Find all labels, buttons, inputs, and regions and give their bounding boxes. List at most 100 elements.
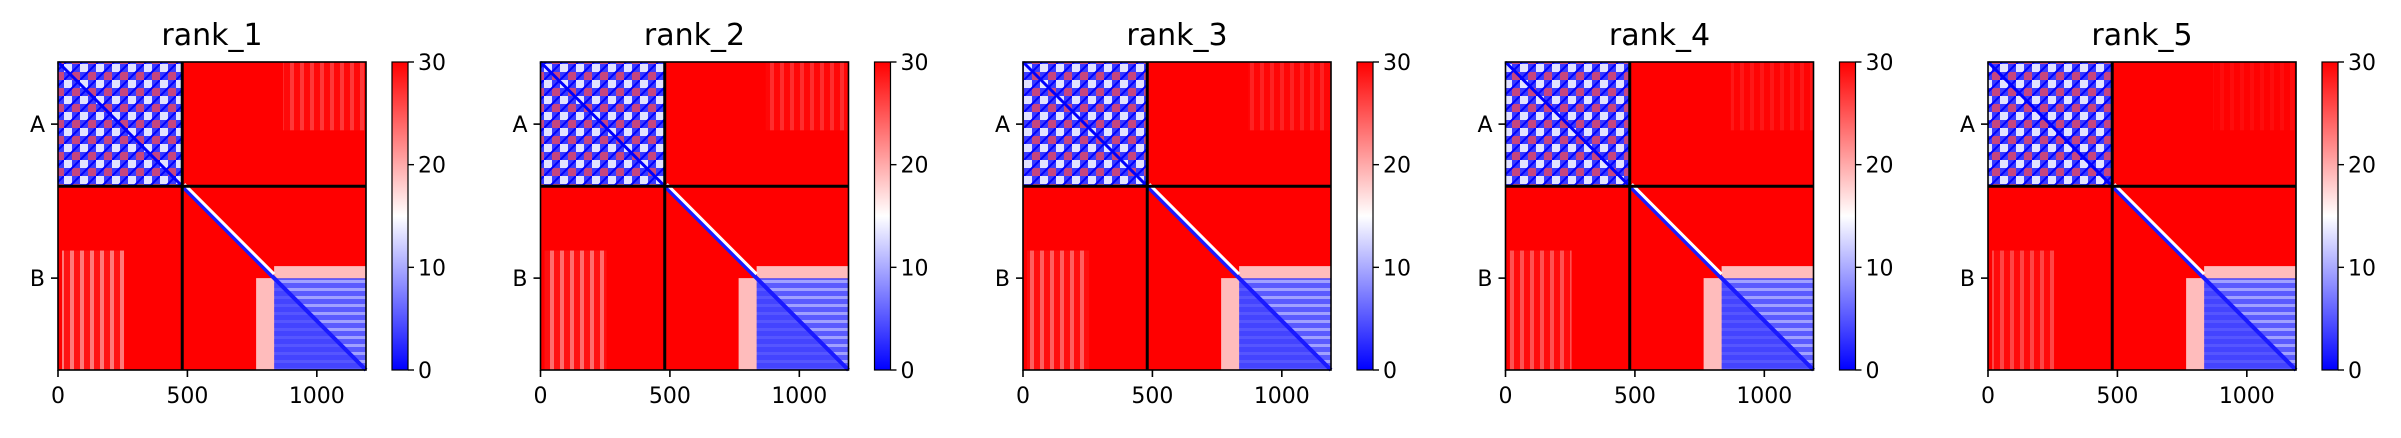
chain-label: A	[1960, 113, 1975, 138]
colorbar-frame	[1356, 61, 1374, 371]
heatmap-diagonal-a	[56, 60, 184, 188]
colorbar-frame	[391, 61, 409, 371]
pae-panel: rank_5 0 500 1000 A B 0 10 20 30	[1960, 18, 2376, 409]
heatmap-block-b-vs-a	[544, 250, 607, 370]
heatmap-block-b-vs-a	[1992, 250, 2055, 370]
colorbar-tick-label: 0	[1866, 359, 1880, 384]
heatmap-diagonal-b-halo	[1630, 183, 1723, 276]
x-tick-label: 500	[1614, 384, 1656, 409]
x-tick-label: 1000	[1736, 384, 1792, 409]
plot-frame	[1504, 61, 1815, 371]
x-tick-label: 1000	[2219, 384, 2275, 409]
heatmap-band	[1703, 278, 1722, 370]
colorbar	[392, 62, 408, 370]
pae-panel: rank_4 0 500 1000 A B 0 10 20 30	[1477, 18, 1893, 409]
colorbar-tick-label: 30	[1866, 51, 1894, 76]
plot-frame	[539, 61, 850, 371]
colorbar-tick-label: 0	[901, 359, 915, 384]
x-tick-label: 0	[1981, 384, 1995, 409]
colorbar-tick-label: 0	[418, 359, 432, 384]
heatmap-diagonal-b	[1628, 184, 1815, 372]
panel-title: rank_4	[1609, 18, 1710, 53]
colorbar-tick-label: 0	[1383, 359, 1397, 384]
pae-panel: rank_3 0 500 1000 A B 0 10 20 30	[995, 18, 1411, 409]
heatmap-diagonal-b-halo	[665, 183, 758, 276]
x-tick-label: 1000	[771, 384, 827, 409]
x-tick-label: 500	[2096, 384, 2138, 409]
colorbar-tick-label: 10	[418, 256, 446, 281]
colorbar-tick-label: 10	[2348, 256, 2376, 281]
heatmap-diagonal-b-halo	[2113, 183, 2206, 276]
chain-label: A	[1477, 113, 1492, 138]
heatmap-diagonal-b-halo	[1148, 183, 1241, 276]
colorbar-tick-label: 30	[901, 51, 929, 76]
chain-label: B	[512, 267, 527, 292]
x-tick-label: 500	[166, 384, 208, 409]
colorbar	[874, 62, 891, 370]
colorbar	[1357, 62, 1373, 370]
pae-panel: rank_1 0 500 1000 A B 0 10 20 30	[30, 18, 446, 409]
colorbar-tick-label: 10	[901, 256, 929, 281]
colorbar	[2322, 62, 2338, 370]
colorbar-frame	[1838, 61, 1857, 371]
x-tick-label: 0	[51, 384, 65, 409]
chain-label: B	[1960, 267, 1975, 292]
colorbar-frame	[2321, 61, 2339, 371]
chain-label: B	[995, 267, 1010, 292]
colorbar-tick-label: 20	[2348, 154, 2376, 179]
heatmap-block-a-vs-b	[2213, 62, 2296, 131]
x-tick-label: 500	[1131, 384, 1173, 409]
colorbar-tick-label: 20	[901, 154, 929, 179]
heatmap-block-a-vs-b	[1730, 62, 1814, 131]
plot-frame	[1987, 61, 2297, 371]
x-tick-label: 1000	[289, 384, 345, 409]
heatmap-block-a-vs-b	[1248, 62, 1331, 131]
colorbar-tick-label: 20	[1383, 154, 1411, 179]
heatmap-diagonal-a	[539, 60, 666, 188]
heatmap-band	[756, 266, 849, 279]
heatmap-band	[2204, 266, 2296, 279]
panel-title: rank_5	[2091, 18, 2192, 53]
heatmap-band	[256, 278, 275, 370]
heatmap-diagonal-a	[1021, 60, 1149, 188]
colorbar-tick-label: 10	[1383, 256, 1411, 281]
heatmap-diagonal-b-halo	[183, 183, 276, 276]
colorbar-tick-label: 20	[1866, 154, 1894, 179]
colorbar-tick-label: 30	[418, 51, 446, 76]
x-tick-label: 500	[649, 384, 691, 409]
colorbar	[1839, 62, 1856, 370]
colorbar-tick-label: 30	[2348, 51, 2376, 76]
heatmap-block-b-vs-a	[62, 250, 125, 370]
heatmap-diagonal-b	[663, 184, 850, 372]
heatmap-band	[274, 266, 366, 279]
x-tick-label: 0	[1499, 384, 1513, 409]
colorbar-frame	[873, 61, 892, 371]
x-tick-label: 0	[1016, 384, 1030, 409]
heatmap-diagonal-a	[1986, 60, 2114, 188]
heatmap-block-b-vs-a	[1509, 250, 1572, 370]
colorbar-tick-label: 20	[418, 154, 446, 179]
heatmap-block-a-vs-b	[283, 62, 366, 131]
heatmap-block-b-vs-a	[1027, 250, 1090, 370]
heatmap-band	[1239, 266, 1331, 279]
heatmap-block-a-vs-b	[765, 62, 849, 131]
panel-title: rank_3	[1126, 18, 1227, 53]
chain-label: B	[1477, 267, 1492, 292]
colorbar-tick-label: 30	[1383, 51, 1411, 76]
colorbar-tick-label: 0	[2348, 359, 2362, 384]
heatmap-band	[738, 278, 757, 370]
heatmap-band	[1221, 278, 1240, 370]
heatmap-diagonal-a	[1504, 60, 1631, 188]
x-tick-label: 1000	[1254, 384, 1310, 409]
panel-title: rank_2	[644, 18, 745, 53]
chain-label: A	[995, 113, 1010, 138]
heatmap-band	[2186, 278, 2205, 370]
x-tick-label: 0	[534, 384, 548, 409]
heatmap-diagonal-b	[2110, 184, 2298, 372]
panel-title: rank_1	[161, 18, 262, 53]
heatmap-diagonal-b	[1145, 184, 1333, 372]
plot-frame	[57, 61, 367, 371]
heatmap-band	[1721, 266, 1814, 279]
heatmap-diagonal-b	[180, 184, 368, 372]
